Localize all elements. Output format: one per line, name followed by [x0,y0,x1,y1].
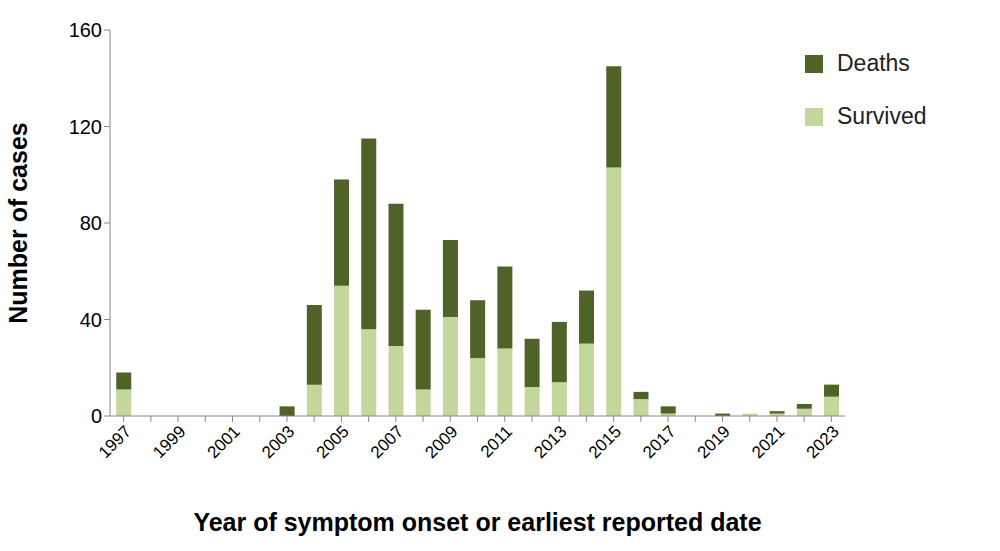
html-text:Deaths: Deaths [837,50,910,76]
svg-text:120: 120 [69,116,102,138]
svg-text:40: 40 [80,309,102,331]
svg-text:2013: 2013 [530,422,570,462]
svg-text:2003: 2003 [258,422,298,462]
html-text:Survived: Survived [837,103,927,129]
svg-text:1997: 1997 [95,422,135,462]
svg-text:2007: 2007 [367,422,407,462]
svg-text:2019: 2019 [694,422,734,462]
svg-text:80: 80 [80,212,102,234]
svg-text:2005: 2005 [313,422,353,462]
svg-text:0: 0 [91,405,102,427]
svg-text:2017: 2017 [639,422,679,462]
svg-text:1999: 1999 [149,422,189,462]
svg-text:160: 160 [69,19,102,41]
svg-text:2011: 2011 [477,422,516,461]
svg-text:Number of cases: Number of cases [8,122,32,323]
svg-text:Year of symptom onset or earli: Year of symptom onset or earliest report… [193,508,761,536]
svg-text:2001: 2001 [204,422,244,462]
svg-text:2023: 2023 [803,422,843,462]
svg-text:2021: 2021 [748,422,788,462]
svg-text:2015: 2015 [585,422,625,462]
svg-text:2009: 2009 [421,422,461,462]
